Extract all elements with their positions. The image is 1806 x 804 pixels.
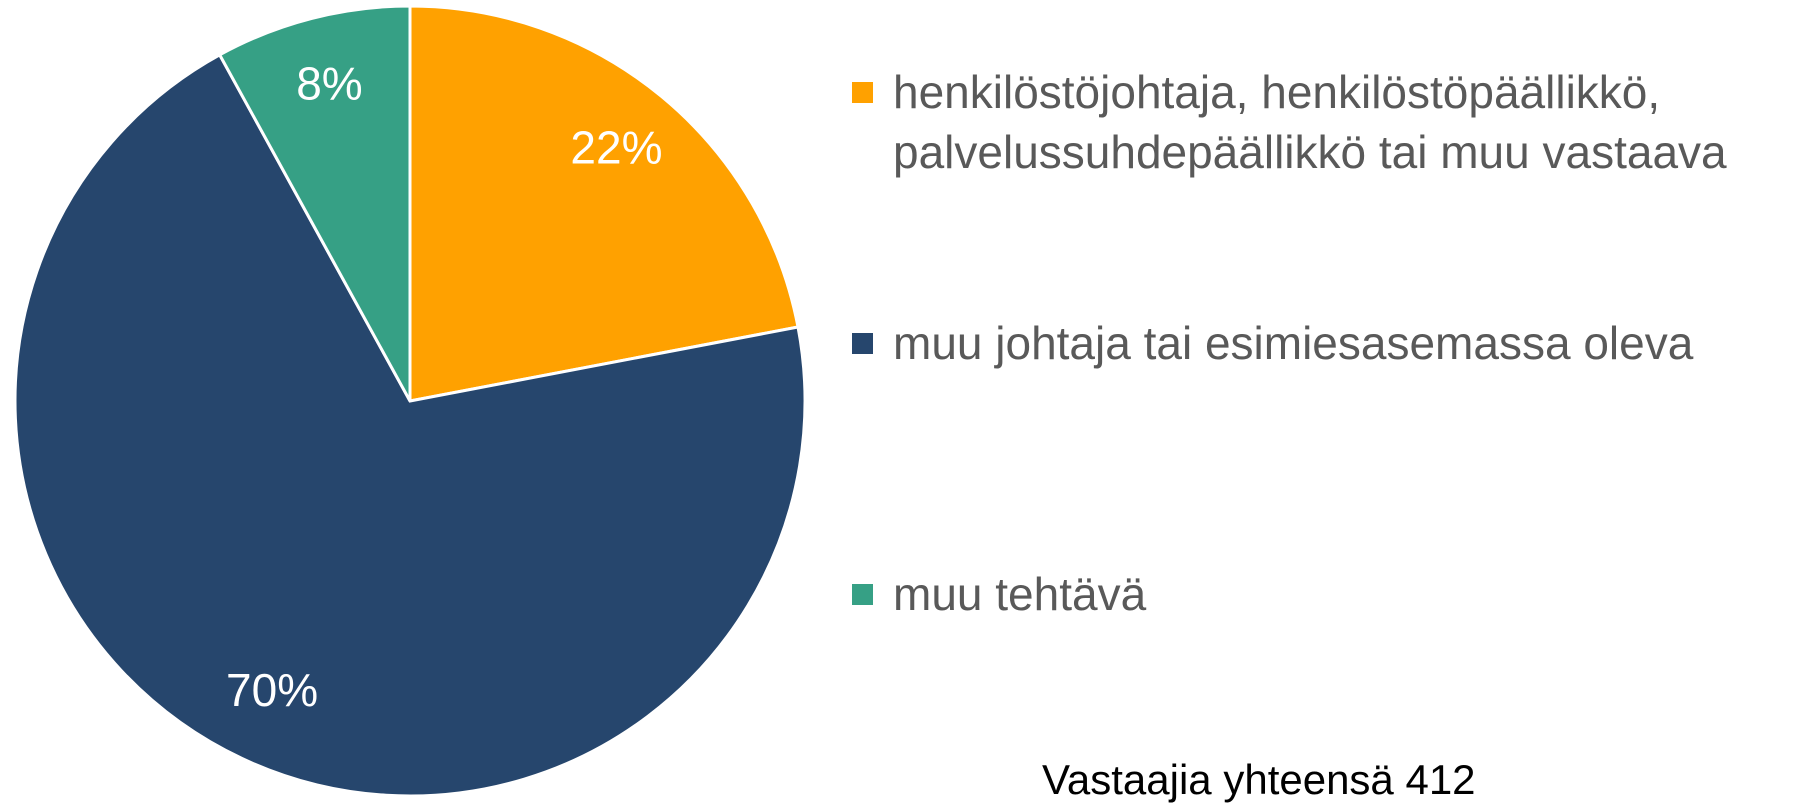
legend-item: henkilöstöjohtaja, henkilöstöpäällikkö, … [852, 62, 1802, 182]
pie-slice [408, 4, 800, 403]
legend-label: henkilöstöjohtaja, henkilöstöpäällikkö, … [893, 66, 1727, 178]
legend-key [852, 584, 873, 605]
legend-item: muu johtaja tai esimiesasemassa oleva [852, 313, 1802, 373]
slice-label: 70% [226, 664, 318, 716]
pie-slice [13, 52, 807, 796]
legend-item: muu tehtävä [852, 564, 1802, 624]
legend-key [852, 333, 873, 354]
legend-label: muu johtaja tai esimiesasemassa oleva [893, 317, 1694, 369]
annotation: Vastaajia yhteensä 412 [1042, 756, 1476, 803]
slice-label: 22% [570, 122, 662, 174]
legend-label: muu tehtävä [893, 568, 1147, 620]
legend-key [852, 82, 873, 103]
pie-slice [217, 4, 412, 402]
slice-label: 8% [296, 57, 362, 109]
